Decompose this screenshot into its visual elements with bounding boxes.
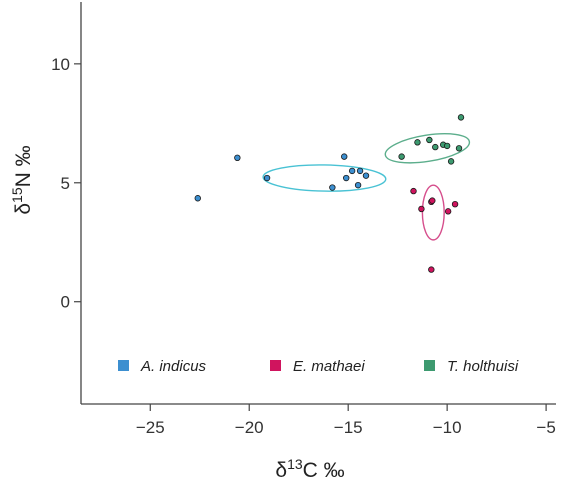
data-point [410, 187, 417, 195]
y-tick-label: 5 [61, 174, 70, 193]
x-tick-label: −5 [536, 418, 555, 437]
legend-swatch [424, 360, 435, 371]
data-point [432, 143, 439, 151]
ellipse-a-indicus [262, 164, 387, 192]
ellipse-t-holthuisi [384, 133, 471, 164]
data-point [194, 195, 201, 202]
y-tick-label: 0 [61, 293, 70, 312]
confidence-ellipses [262, 133, 471, 241]
data-point [447, 158, 455, 165]
axes: −25 −20 −15 −10 −5 0 5 10 [51, 2, 556, 437]
x-tick-label: −20 [235, 418, 264, 437]
y-tick-label: 10 [51, 55, 70, 74]
legend-swatch [118, 360, 129, 371]
data-point [443, 142, 451, 150]
data-point [362, 172, 370, 179]
x-tick-label: −15 [334, 418, 363, 437]
y-axis-title-suffix: N ‰ [12, 145, 35, 187]
legend-label: E. mathaei [293, 358, 365, 375]
data-point [398, 153, 405, 160]
x-axis-title-prefix: δ [275, 459, 287, 482]
y-axis-title-prefix: δ [12, 203, 35, 215]
data-point [348, 167, 356, 175]
legend-label: T. holthuisi [447, 358, 519, 375]
data-point [234, 154, 241, 162]
y-axis-title: δ15N ‰ [9, 145, 35, 214]
ellipse-e-mathaei [421, 184, 445, 241]
y-axis-title-sup: 15 [9, 187, 25, 203]
data-point [329, 184, 336, 191]
x-axis-title-suffix: C ‰ [303, 459, 345, 482]
data-points [194, 114, 465, 273]
x-tick-label: −25 [136, 418, 165, 437]
data-point [455, 145, 463, 152]
legend-label: A. indicus [140, 358, 207, 375]
data-point [457, 114, 465, 121]
data-point [418, 205, 425, 213]
data-point [444, 208, 452, 215]
data-point [343, 174, 350, 182]
data-point [451, 200, 459, 208]
data-point [263, 174, 271, 182]
x-axis-title: δ13C ‰ [275, 456, 344, 482]
legend-swatch [270, 360, 281, 371]
data-point [428, 266, 435, 273]
data-point [429, 197, 436, 204]
x-tick-label: −10 [433, 418, 462, 437]
data-point [341, 153, 348, 160]
data-point [354, 181, 362, 189]
data-point [426, 136, 433, 144]
data-point [414, 139, 421, 146]
data-point [356, 167, 364, 175]
x-axis-title-sup: 13 [287, 456, 303, 472]
legend: A. indicus E. mathaei T. holthuisi [118, 358, 519, 375]
